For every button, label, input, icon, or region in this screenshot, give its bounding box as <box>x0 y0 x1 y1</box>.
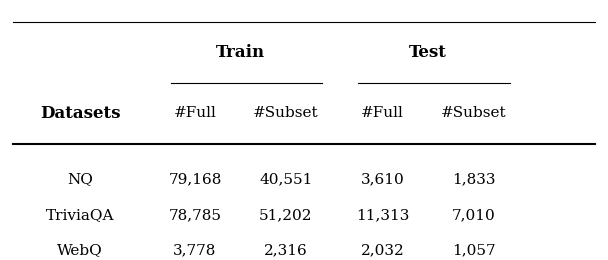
Text: TriviaQA: TriviaQA <box>46 208 114 222</box>
Text: 40,551: 40,551 <box>259 172 313 186</box>
Text: Test: Test <box>409 44 447 61</box>
Text: 51,202: 51,202 <box>259 208 313 222</box>
Text: 79,168: 79,168 <box>168 172 222 186</box>
Text: Train: Train <box>216 44 265 61</box>
Text: 7,010: 7,010 <box>452 208 496 222</box>
Text: #Full: #Full <box>361 106 404 120</box>
Text: Datasets: Datasets <box>40 105 120 122</box>
Text: #Subset: #Subset <box>253 106 319 120</box>
Text: NQ: NQ <box>67 172 93 186</box>
Text: 78,785: 78,785 <box>168 208 221 222</box>
Text: 1,057: 1,057 <box>452 244 496 258</box>
Text: #Subset: #Subset <box>441 106 506 120</box>
Text: 3,610: 3,610 <box>361 172 404 186</box>
Text: 11,313: 11,313 <box>356 208 409 222</box>
Text: #Full: #Full <box>174 106 216 120</box>
Text: 2,316: 2,316 <box>264 244 308 258</box>
Text: WebQ: WebQ <box>57 244 103 258</box>
Text: 3,778: 3,778 <box>173 244 216 258</box>
Text: 1,833: 1,833 <box>452 172 495 186</box>
Text: 2,032: 2,032 <box>361 244 404 258</box>
